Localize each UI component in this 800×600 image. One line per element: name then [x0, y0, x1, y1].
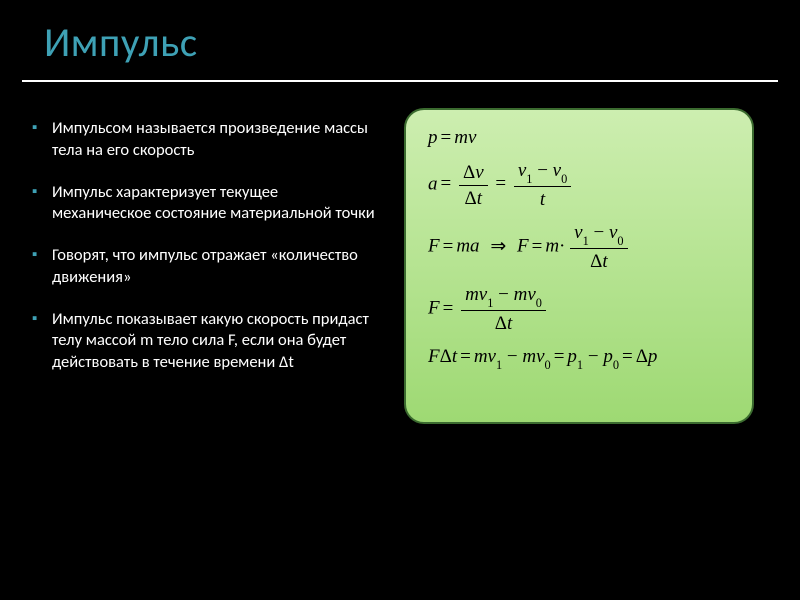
slide: Импульс Импульсом называется произведени… — [0, 0, 800, 600]
title-bar: Импульс — [22, 18, 778, 82]
formula-force-derivation: F=ma ⇒ F=m· v1 − v0Δt — [428, 223, 730, 271]
bullet-item: Импульс показывает какую скорость придас… — [30, 309, 378, 374]
formula-momentum: p=mv — [428, 128, 730, 147]
bullet-item: Импульс характеризует текущее механическ… — [30, 182, 378, 226]
bullet-item: Импульсом называется произведение массы … — [30, 118, 378, 162]
formula-acceleration: a= ΔvΔt = v1 − v0t — [428, 161, 730, 209]
formula-impulse: FΔt=mv1 − mv0=p1 − p0=Δp — [428, 347, 730, 369]
bullet-item: Говорят, что импульс отражает «количеств… — [30, 245, 378, 289]
formula-box: p=mv a= ΔvΔt = v1 − v0t F=ma ⇒ F=m· v1 −… — [404, 108, 754, 424]
title-underline — [22, 80, 778, 82]
formula-force-expanded: F= mv1 − mv0Δt — [428, 285, 730, 333]
slide-title: Импульс — [44, 18, 198, 68]
bullet-list: Импульсом называется произведение массы … — [30, 118, 378, 394]
